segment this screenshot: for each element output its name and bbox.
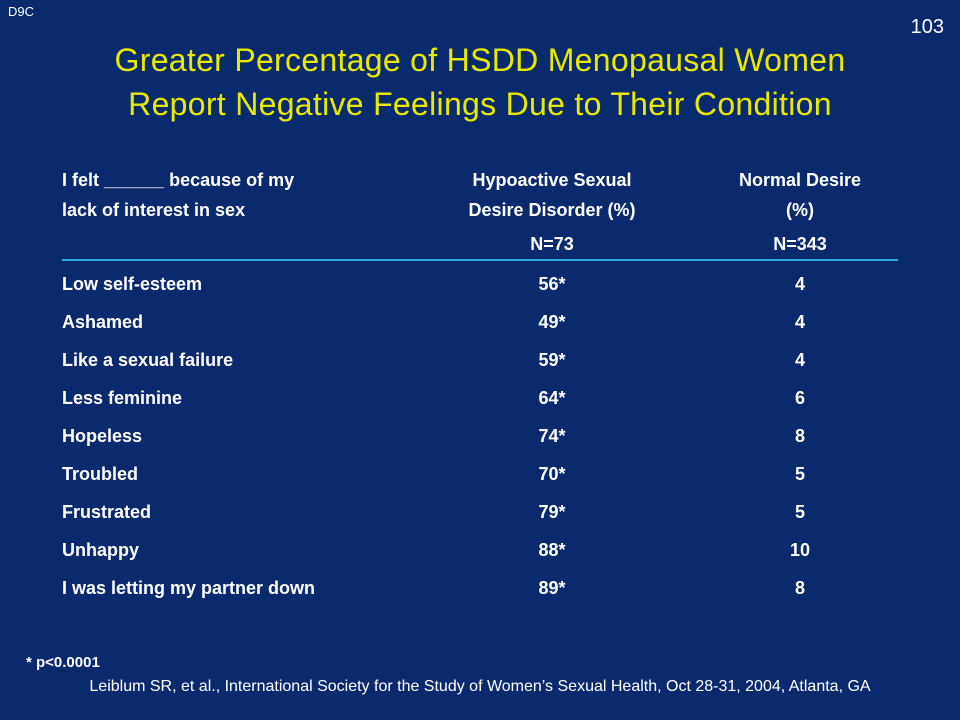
hsdd-value-cell: 79* xyxy=(538,501,566,522)
normal-sample-size: N=343 xyxy=(702,225,898,261)
feeling-cell: Low self-esteem xyxy=(62,273,203,294)
table-row: Hopeless 74* 8 xyxy=(62,417,898,455)
data-table: I felt ______ because of my lack of inte… xyxy=(62,165,898,607)
table-row: Low self-esteem 56* 4 xyxy=(62,260,898,303)
feeling-cell: Less feminine xyxy=(62,387,183,408)
feeling-column-header: I felt ______ because of my lack of inte… xyxy=(62,170,295,220)
feeling-cell: Hopeless xyxy=(62,425,143,446)
normal-value-cell: 4 xyxy=(794,273,805,294)
table-row: Frustrated 79* 5 xyxy=(62,493,898,531)
slide-number: 103 xyxy=(910,16,944,38)
normal-value-cell: 10 xyxy=(789,539,811,560)
normal-value-cell: 4 xyxy=(794,311,805,332)
table-row: Unhappy 88* 10 xyxy=(62,531,898,569)
hsdd-value-cell: 88* xyxy=(538,539,566,560)
hsdd-column-header: Hypoactive Sexual Desire Disorder (%) xyxy=(468,170,636,220)
normal-value-cell: 5 xyxy=(794,501,805,522)
table-row: I was letting my partner down 89* 8 xyxy=(62,569,898,607)
table-row: Ashamed 49* 4 xyxy=(62,303,898,341)
hsdd-value-cell: 49* xyxy=(538,311,566,332)
normal-value-cell: 4 xyxy=(794,349,805,370)
normal-desire-column-header: Normal Desire (%) xyxy=(738,170,862,220)
feeling-cell: Frustrated xyxy=(62,501,152,522)
citation: Leiblum SR, et al., International Societ… xyxy=(89,678,871,695)
hsdd-value-cell: 89* xyxy=(538,577,566,598)
hsdd-value-cell: 70* xyxy=(538,463,566,484)
slide-title: Greater Percentage of HSDD Menopausal Wo… xyxy=(0,38,960,126)
feeling-cell: Unhappy xyxy=(62,539,140,560)
sample-size-row: N=73 N=343 xyxy=(62,225,898,261)
hsdd-value-cell: 59* xyxy=(538,349,566,370)
table-row: Like a sexual failure 59* 4 xyxy=(62,341,898,379)
feeling-cell: I was letting my partner down xyxy=(62,577,316,598)
feeling-cell: Ashamed xyxy=(62,311,144,332)
hsdd-value-cell: 74* xyxy=(538,425,566,446)
table-row: Troubled 70* 5 xyxy=(62,455,898,493)
footnote: * p<0.0001 xyxy=(26,654,100,671)
feeling-cell: Like a sexual failure xyxy=(62,349,234,370)
title-line-2: Report Negative Feelings Due to Their Co… xyxy=(128,86,832,122)
title-line-1: Greater Percentage of HSDD Menopausal Wo… xyxy=(114,42,846,78)
table-row: Less feminine 64* 6 xyxy=(62,379,898,417)
hsdd-value-cell: 64* xyxy=(538,387,566,408)
feeling-cell: Troubled xyxy=(62,463,138,484)
normal-value-cell: 8 xyxy=(794,425,805,446)
hsdd-sample-size: N=73 xyxy=(402,225,702,261)
normal-value-cell: 5 xyxy=(794,463,805,484)
hsdd-value-cell: 56* xyxy=(538,273,566,294)
table-body: Low self-esteem 56* 4 Ashamed 49* 4 Like a sex… xyxy=(62,260,898,607)
corner-tag: D9C xyxy=(8,4,35,19)
normal-value-cell: 8 xyxy=(794,577,805,598)
normal-value-cell: 6 xyxy=(794,387,805,408)
header-row: I felt ______ because of my lack of inte… xyxy=(62,165,898,225)
